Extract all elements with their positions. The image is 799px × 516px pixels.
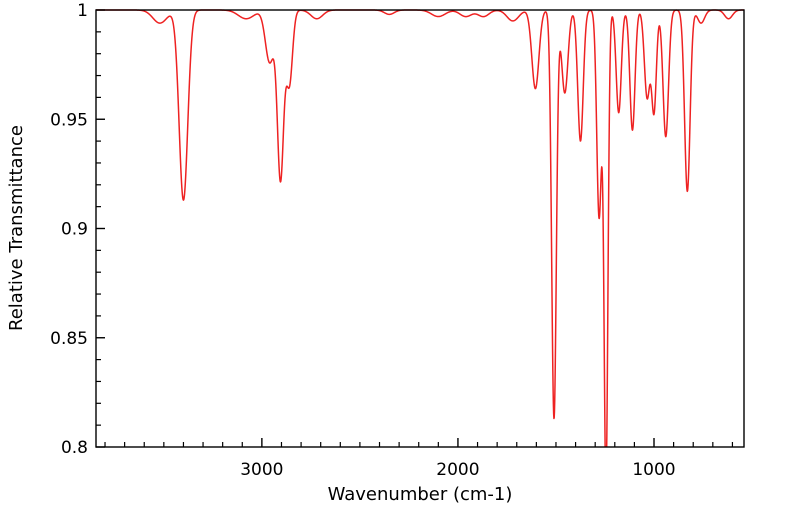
axis-ticks-layer: [96, 9, 734, 448]
x-tick-label: 3000: [240, 460, 283, 480]
y-tick-label: 0.85: [50, 329, 88, 349]
y-tick-label: 0.9: [61, 220, 88, 240]
x-tick-label: 1000: [632, 460, 675, 480]
y-tick-label: 1: [77, 1, 88, 21]
spectrum-line: [96, 9, 744, 447]
y-tick-label: 0.8: [61, 438, 88, 458]
plot-frame: [95, 9, 745, 448]
x-axis-title: Wavenumber (cm-1): [328, 484, 513, 505]
y-axis-title: Relative Transmittance: [6, 125, 27, 331]
spectrum-trace-layer: [96, 9, 744, 447]
x-tick-label: 2000: [436, 460, 479, 480]
axis-labels-layer: 3000 2000 1000 0.8 0.85 0.9 0.95 1: [50, 1, 675, 480]
y-tick-label: 0.95: [50, 110, 88, 130]
